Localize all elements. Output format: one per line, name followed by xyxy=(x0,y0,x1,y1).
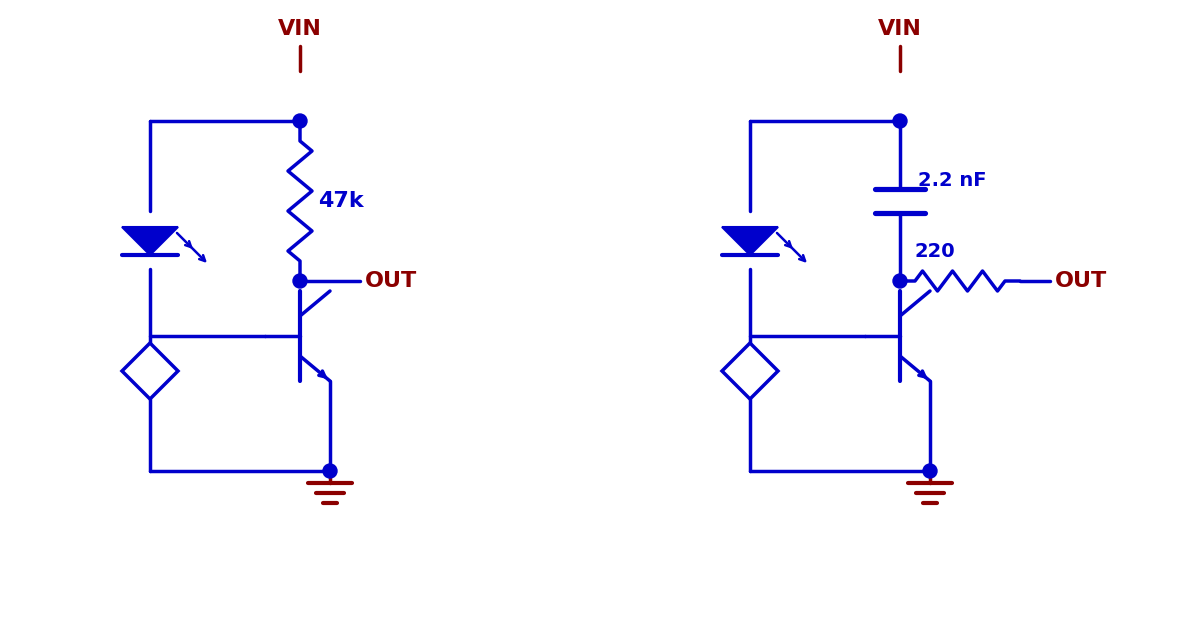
Text: 47k: 47k xyxy=(318,191,364,211)
Circle shape xyxy=(293,114,307,128)
Circle shape xyxy=(893,274,907,288)
Circle shape xyxy=(323,464,337,478)
Text: VIN: VIN xyxy=(878,19,922,39)
Circle shape xyxy=(923,464,937,478)
Polygon shape xyxy=(722,227,778,255)
Text: 220: 220 xyxy=(914,242,955,261)
Polygon shape xyxy=(722,343,778,399)
Text: 2.2 nF: 2.2 nF xyxy=(918,171,986,191)
Text: VIN: VIN xyxy=(278,19,322,39)
Polygon shape xyxy=(122,227,178,255)
Circle shape xyxy=(293,274,307,288)
Circle shape xyxy=(893,114,907,128)
Polygon shape xyxy=(122,343,178,399)
Text: OUT: OUT xyxy=(365,271,418,291)
Text: OUT: OUT xyxy=(1055,271,1108,291)
